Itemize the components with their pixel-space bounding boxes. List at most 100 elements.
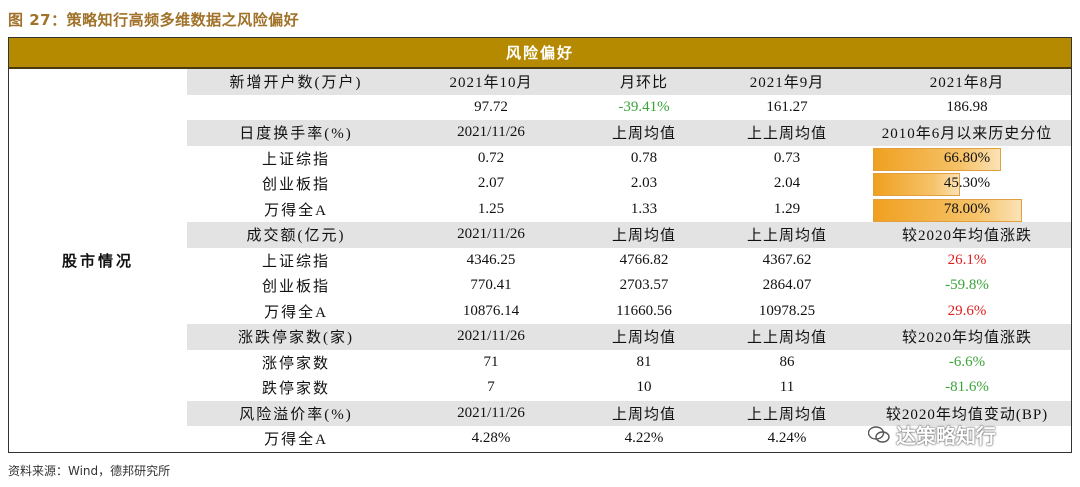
watermark: 达策略知行 xyxy=(868,420,996,449)
percentile-label: 45.30% xyxy=(943,175,991,192)
cell-col3: 10978.25 xyxy=(758,302,816,319)
cell-col4: -59.8% xyxy=(945,277,989,294)
percentile-bar xyxy=(873,173,961,196)
cell-col4: 较2020年均值变动(BP) xyxy=(863,400,1071,426)
cell-col4: 26.1% xyxy=(947,251,987,268)
cell-col3: 11 xyxy=(779,379,795,396)
cell-col1: 4.28% xyxy=(471,430,511,447)
wechat-icon xyxy=(868,425,890,443)
table-row: 万得全A 10876.14 11660.56 10978.25 29.6% xyxy=(187,299,1071,325)
cell-metric: 万得全A xyxy=(264,304,328,321)
cell-metric: 上证综指 xyxy=(261,253,330,270)
percentile-bar xyxy=(873,147,1001,171)
header-row: 风险溢价率(%) 2021/11/26 上周均值 上上周均值 较2020年均值变动(BP… xyxy=(187,400,1071,426)
risk-appetite-table-frame: 风险偏好 股市情况 新增开户数(万户) 2021年10月 月环比 2021年9月 202… xyxy=(8,37,1072,453)
source-note: 资料来源：Wind，德邦研究所 xyxy=(8,464,171,478)
cell-col4: -6.6% xyxy=(948,353,986,370)
cell-col3: 2.04 xyxy=(773,175,801,192)
cell-col1: 0.72 xyxy=(477,149,505,166)
cell-col4: 66.80% xyxy=(863,146,1071,172)
cell-col2: 上周均值 xyxy=(577,222,711,248)
cell-col4: 78.00% xyxy=(863,197,1071,223)
cell-col4: 2010年6月以来历史分位 xyxy=(863,120,1071,146)
cell-col2: 2703.57 xyxy=(619,277,669,294)
cell-col3: 1.29 xyxy=(773,200,801,217)
cell-col1: 4346.25 xyxy=(466,251,516,268)
figure-title: 图 27：策略知行高频多维数据之风险偏好 xyxy=(8,11,300,29)
data-grid: 新增开户数(万户) 2021年10月 月环比 2021年9月 2021年8月 97.72 -… xyxy=(187,69,1071,452)
percentile-bar xyxy=(873,198,1022,222)
cell-col2: 上周均值 xyxy=(577,324,711,350)
cell-col1: 71 xyxy=(483,353,499,370)
cell-col2: 11660.56 xyxy=(616,302,672,319)
cell-col1: 7 xyxy=(487,379,495,396)
cell-col3: 4367.62 xyxy=(762,251,812,268)
table-row: 万得全A 1.25 1.33 1.29 78.00% xyxy=(187,197,1071,223)
cell-metric: 涨停家数 xyxy=(261,355,330,372)
percentile-label: 66.80% xyxy=(943,149,991,166)
cell-metric: 日度换手率(%) xyxy=(187,120,405,146)
cell-col4: 2021年8月 xyxy=(863,69,1071,95)
header-row: 日度换手率(%) 2021/11/26 上周均值 上上周均值 2010年6月以来历史分位 xyxy=(187,120,1071,146)
cell-col2: 上周均值 xyxy=(577,400,711,426)
table-row: 创业板指 2.07 2.03 2.04 45.30% xyxy=(187,171,1071,197)
cell-col2: 10 xyxy=(636,379,652,396)
cell-col3: 上上周均值 xyxy=(711,222,863,248)
cell-col2: 4.22% xyxy=(624,430,664,447)
cell-col3: 上上周均值 xyxy=(711,120,863,146)
watermark-text: 达策略知行 xyxy=(896,424,996,448)
header-row: 涨跌停家数(家) 2021/11/26 上周均值 上上周均值 较2020年均值涨跌 xyxy=(187,324,1071,350)
cell-col1: 1.25 xyxy=(477,200,505,217)
cell-col1: 2021年10月 xyxy=(405,69,577,95)
table-row: 万得全A 4.28% 4.22% 4.24% xyxy=(187,426,1071,452)
cell-metric: 涨跌停家数(家) xyxy=(187,324,405,350)
cell-metric: 成交额(亿元) xyxy=(187,222,405,248)
table-row: 上证综指 4346.25 4766.82 4367.62 26.1% xyxy=(187,248,1071,274)
cell-col3: 4.24% xyxy=(767,430,807,447)
cell-col4: 较2020年均值涨跌 xyxy=(863,222,1071,248)
cell-metric: 创业板指 xyxy=(261,177,330,194)
section-label: 股市情况 xyxy=(61,252,134,270)
cell-col1: 2021/11/26 xyxy=(405,120,577,146)
cell-col1: 2.07 xyxy=(477,175,505,192)
cell-col4: 45.30% xyxy=(863,171,1071,197)
cell-metric: 万得全A xyxy=(264,432,328,449)
cell-col2: 81 xyxy=(636,353,652,370)
cell-col3: 2021年9月 xyxy=(711,69,863,95)
cell-metric: 万得全A xyxy=(264,202,328,219)
cell-col3: 2864.07 xyxy=(762,277,812,294)
table-row: 创业板指 770.41 2703.57 2864.07 -59.8% xyxy=(187,273,1071,299)
cell-col2: 月环比 xyxy=(577,69,711,95)
cell-col2: 2.03 xyxy=(630,175,658,192)
cell-col3: 161.27 xyxy=(766,98,808,115)
table-row: 97.72 -39.41% 161.27 186.98 xyxy=(187,95,1071,121)
table-row: 跌停家数 7 10 11 -81.6% xyxy=(187,375,1071,401)
cell-metric: 风险溢价率(%) xyxy=(187,400,405,426)
cell-col2: -39.41% xyxy=(618,98,670,115)
cell-col4: -81.6% xyxy=(945,379,989,396)
cell-metric: 上证综指 xyxy=(261,151,330,168)
header-row: 新增开户数(万户) 2021年10月 月环比 2021年9月 2021年8月 xyxy=(187,69,1071,95)
cell-col1: 97.72 xyxy=(474,98,508,115)
cell-col2: 4766.82 xyxy=(619,251,669,268)
cell-col1: 10876.14 xyxy=(462,302,520,319)
cell-col1: 2021/11/26 xyxy=(405,324,577,350)
cell-col2: 上周均值 xyxy=(577,120,711,146)
header-row: 成交额(亿元) 2021/11/26 上周均值 上上周均值 较2020年均值涨跌 xyxy=(187,222,1071,248)
cell-col3: 上上周均值 xyxy=(711,324,863,350)
table-row: 上证综指 0.72 0.78 0.73 66.80% xyxy=(187,146,1071,172)
cell-col3: 上上周均值 xyxy=(711,400,863,426)
cell-col1: 770.41 xyxy=(470,277,512,294)
cell-col4: 较2020年均值涨跌 xyxy=(863,324,1071,350)
cell-metric: 创业板指 xyxy=(261,279,330,296)
cell-metric: 新增开户数(万户) xyxy=(187,69,405,95)
table-banner: 风险偏好 xyxy=(9,38,1071,69)
cell-col1: 2021/11/26 xyxy=(405,400,577,426)
cell-col2: 1.33 xyxy=(630,200,658,217)
cell-col4: 186.98 xyxy=(946,98,988,115)
cell-col3: 0.73 xyxy=(773,149,801,166)
cell-col2: 0.78 xyxy=(630,149,658,166)
cell-col4: 29.6% xyxy=(947,302,987,319)
percentile-label: 78.00% xyxy=(943,200,991,217)
cell-col3: 86 xyxy=(779,353,795,370)
